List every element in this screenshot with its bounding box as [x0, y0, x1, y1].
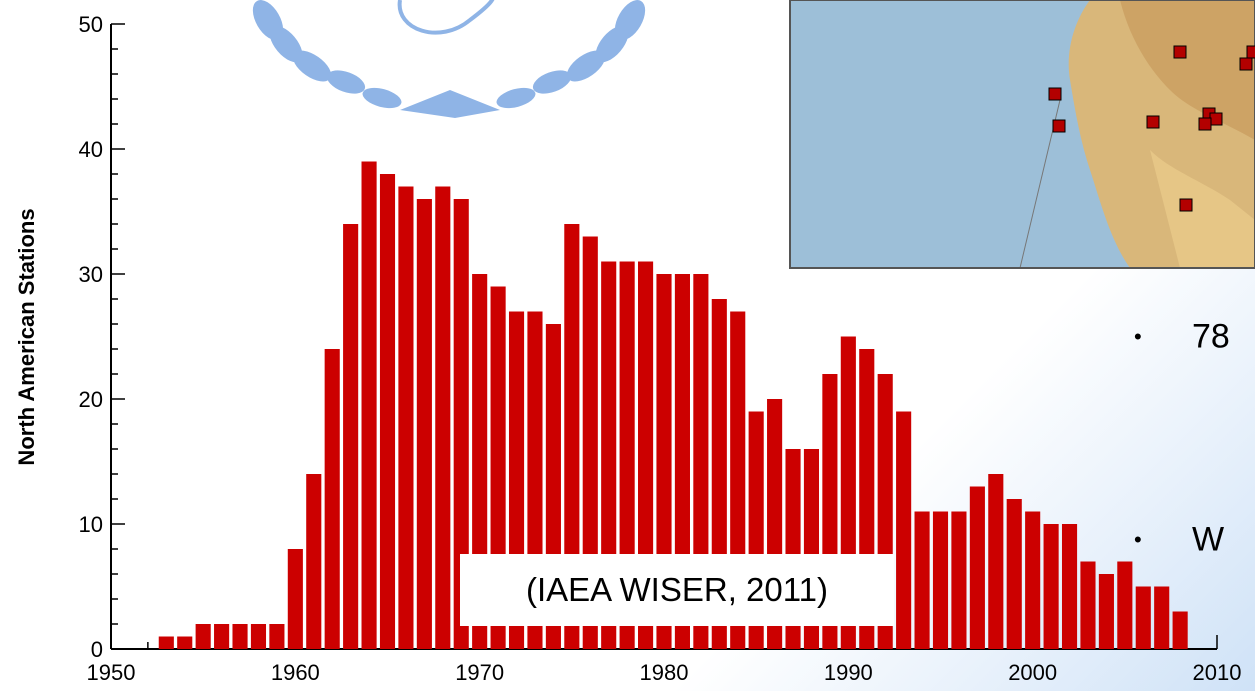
y-tick-label-0: 0 [91, 637, 103, 662]
bullet-item-2: • W [1134, 519, 1224, 560]
bullet-item-1: • 78 [1134, 316, 1230, 357]
bar-1956 [214, 624, 230, 649]
bar-1954 [177, 636, 193, 649]
bullet-symbol: • [1134, 324, 1142, 350]
bar-1975 [564, 224, 580, 649]
y-tick-label-20: 20 [79, 387, 103, 412]
bullet-text: 78 [1192, 317, 1230, 356]
bar-1963 [343, 224, 359, 649]
bar-2008 [1172, 611, 1188, 649]
bar-2001 [1043, 524, 1059, 649]
bar-1994 [914, 511, 930, 649]
bar-1967 [416, 199, 432, 649]
y-tick-label-30: 30 [79, 262, 103, 287]
tick-labels: 0 10 20 30 40 50 1950 1960 1970 1980 1990 2000 2010 [79, 12, 1242, 685]
y-tick-label-10: 10 [79, 512, 103, 537]
x-tick-label-1980: 1980 [640, 660, 689, 685]
bar-1966 [398, 186, 414, 649]
source-note-text: (IAEA WISER, 2011) [526, 571, 828, 608]
bar-1953 [158, 636, 174, 649]
north-america-station-map [789, 0, 1255, 269]
bar-1955 [195, 624, 211, 649]
x-tick-label-2000: 2000 [1008, 660, 1057, 685]
bar-2003 [1080, 561, 1096, 649]
bar-1958 [250, 624, 267, 649]
bar-1976 [582, 236, 598, 649]
bar-1998 [988, 474, 1004, 649]
bar-1996 [951, 511, 967, 649]
bar-1969 [453, 199, 469, 649]
bar-2006 [1135, 586, 1151, 649]
bullet-text: W [1192, 520, 1225, 559]
bar-1964 [361, 161, 377, 649]
bar-1968 [435, 186, 451, 649]
bar-2002 [1061, 524, 1078, 649]
bar-1977 [601, 261, 617, 649]
bar-1995 [932, 511, 949, 649]
bar-2004 [1098, 574, 1114, 649]
x-tick-label-1960: 1960 [271, 660, 320, 685]
wreath-emblem-icon [252, 0, 646, 118]
bullet-symbol: • [1134, 527, 1142, 553]
bar-1965 [379, 174, 396, 649]
y-tick-label-40: 40 [79, 137, 103, 162]
bar-1962 [324, 349, 340, 649]
bar-2005 [1117, 561, 1133, 649]
bar-1978 [619, 261, 635, 649]
bar-1979 [638, 261, 654, 649]
bar-1997 [969, 486, 985, 649]
y-axis-label: North American Stations [14, 208, 39, 465]
x-tick-label-1970: 1970 [455, 660, 504, 685]
bar-2007 [1154, 586, 1170, 649]
bar-1961 [306, 474, 322, 649]
bar-1959 [269, 624, 285, 649]
bar-2000 [1025, 511, 1041, 649]
x-tick-label-1990: 1990 [824, 660, 873, 685]
bar-1999 [1006, 499, 1022, 649]
bar-1957 [232, 624, 248, 649]
x-tick-label-2010: 2010 [1193, 660, 1242, 685]
x-tick-label-1950: 1950 [87, 660, 136, 685]
bar-1993 [896, 411, 912, 649]
source-note: (IAEA WISER, 2011) [460, 554, 894, 626]
bar-1960 [287, 549, 303, 649]
y-tick-label-50: 50 [79, 12, 103, 37]
